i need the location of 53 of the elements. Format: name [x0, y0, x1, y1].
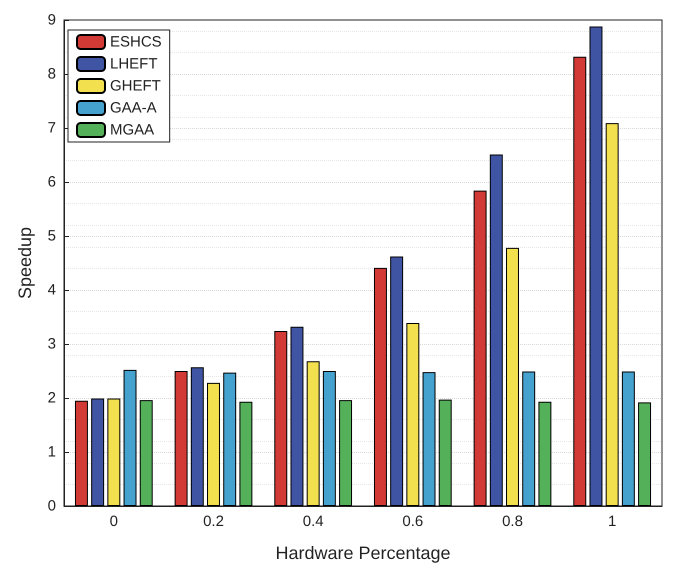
bar: [622, 372, 635, 506]
x-tick-label: 1: [608, 513, 616, 530]
bar: [490, 154, 503, 506]
bar: [91, 398, 104, 506]
bar: [506, 248, 519, 506]
bar: [239, 402, 252, 506]
bar: [223, 372, 236, 506]
x-tick-label: 0.4: [302, 513, 324, 530]
y-tick-label: 0: [48, 498, 56, 514]
y-tick-label: 5: [48, 228, 56, 244]
y-tick-label: 9: [48, 12, 56, 28]
bar: [207, 382, 220, 506]
bar: [438, 400, 452, 506]
legend-label: ESHCS: [110, 34, 162, 50]
bar: [140, 400, 153, 506]
bar: [290, 326, 304, 506]
bar: [374, 268, 387, 506]
y-tick-label: 6: [48, 174, 56, 190]
bar: [573, 56, 586, 506]
x-tick-label: 0.6: [402, 513, 424, 530]
bar: [274, 331, 288, 506]
y-axis-title: Speedup: [15, 226, 35, 300]
y-tick-label: 2: [48, 390, 56, 406]
y-tick-label: 3: [48, 336, 56, 352]
bar: [406, 322, 420, 506]
bar: [306, 361, 320, 506]
bar: [190, 367, 204, 506]
legend-label: MGAA: [110, 122, 154, 138]
x-tick-label: 0: [110, 513, 118, 530]
bar: [174, 371, 188, 506]
bar: [606, 123, 619, 506]
bar: [422, 372, 436, 506]
bar: [522, 372, 536, 506]
legend-label: LHEFT: [110, 56, 158, 72]
legend-label: GHEFT: [110, 78, 161, 94]
bar: [474, 190, 487, 506]
y-tick-label: 4: [48, 282, 56, 298]
bar: [339, 400, 352, 506]
bar: [74, 400, 88, 506]
bar: [322, 371, 336, 506]
legend-label: GAA-A: [110, 100, 157, 116]
y-tick-label: 7: [48, 120, 56, 136]
x-axis-title: Hardware Percentage: [275, 543, 451, 563]
bar: [589, 26, 602, 506]
bar: [638, 402, 652, 506]
x-tick-label: 0.8: [502, 513, 523, 530]
y-tick-label: 8: [48, 66, 56, 82]
bar: [107, 398, 120, 506]
bar: [124, 370, 137, 506]
x-tick-label: 0.2: [203, 513, 224, 530]
bar: [538, 402, 552, 506]
y-tick-label: 1: [48, 444, 56, 460]
bar: [390, 256, 404, 506]
